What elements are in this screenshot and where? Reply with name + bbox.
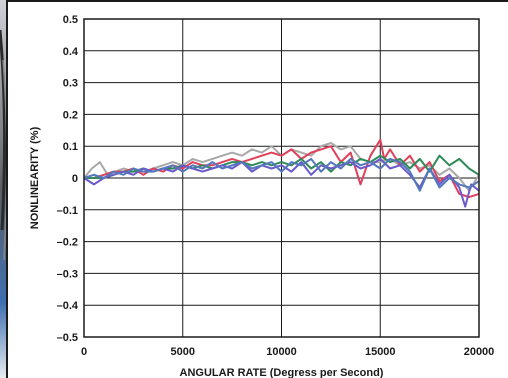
x-tick-labels: 0 5000 10000 15000 20000 bbox=[81, 346, 494, 358]
grid bbox=[83, 18, 480, 338]
y-tick-label: –0.4 bbox=[57, 300, 79, 312]
x-axis-label: ANGULAR RATE (Degress per Second) bbox=[180, 367, 384, 378]
y-tick-label: 0.3 bbox=[63, 78, 78, 90]
nonlinearity-chart: 0.5 0.4 0.3 0.2 0.1 0 –0.1 –0.2 –0.3 –0.4 –0.5 0 50… bbox=[29, 14, 494, 378]
y-tick-labels: 0.5 0.4 0.3 0.2 0.1 0 –0.1 –0.2 –0.3 –0.4 –0.5 bbox=[57, 14, 79, 344]
x-tick-label: 15000 bbox=[365, 346, 396, 358]
y-tick-label: 0.1 bbox=[63, 141, 78, 153]
y-tick-label: 0.2 bbox=[63, 109, 78, 121]
series-line-2 bbox=[84, 138, 480, 199]
x-tick-label: 0 bbox=[81, 346, 87, 358]
y-tick-label: –0.5 bbox=[57, 332, 78, 344]
y-tick-label: –0.3 bbox=[57, 268, 78, 280]
y-tick-label: 0.4 bbox=[63, 46, 79, 58]
plot-frame bbox=[83, 18, 480, 338]
y-tick-label: –0.1 bbox=[57, 205, 78, 217]
figure-panel: 0.5 0.4 0.3 0.2 0.1 0 –0.1 –0.2 –0.3 –0.4 –0.5 0 50… bbox=[6, 0, 508, 378]
x-tick-label: 5000 bbox=[171, 346, 195, 358]
y-axis-label: NONLINEARITY (%) bbox=[29, 126, 41, 229]
y-tick-label: –0.2 bbox=[57, 237, 78, 249]
x-tick-label: 10000 bbox=[266, 346, 297, 358]
series-lines bbox=[83, 138, 480, 208]
y-tick-label: 0 bbox=[72, 173, 78, 185]
x-tick-label: 20000 bbox=[464, 346, 495, 358]
y-tick-label: 0.5 bbox=[63, 14, 78, 26]
series-line-5 bbox=[83, 157, 480, 192]
